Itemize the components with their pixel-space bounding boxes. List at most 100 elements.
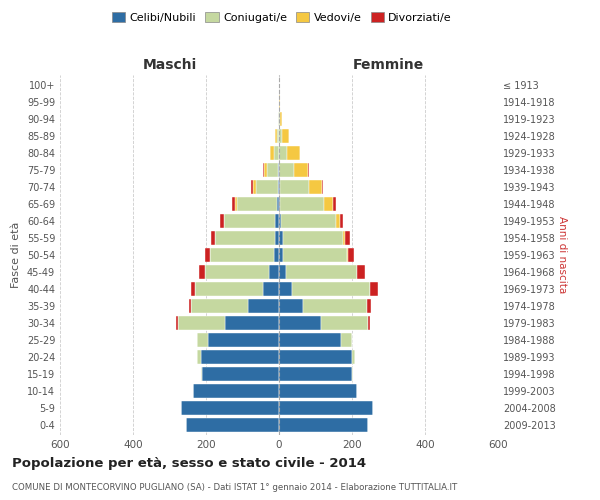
Bar xyxy=(208,333,279,347)
Bar xyxy=(209,248,274,262)
Bar xyxy=(279,163,293,177)
Bar xyxy=(263,282,279,296)
Y-axis label: Anni di nascita: Anni di nascita xyxy=(557,216,567,294)
Bar xyxy=(279,367,352,381)
Bar xyxy=(205,248,209,262)
Bar xyxy=(279,214,281,228)
Bar xyxy=(279,350,352,364)
Bar xyxy=(279,282,292,296)
Bar xyxy=(334,197,337,211)
Bar xyxy=(283,248,347,262)
Bar xyxy=(176,316,178,330)
Bar xyxy=(191,282,195,296)
Y-axis label: Fasce di età: Fasce di età xyxy=(11,222,21,288)
Bar xyxy=(292,282,370,296)
Bar xyxy=(308,163,309,177)
Bar xyxy=(191,299,248,313)
Text: Popolazione per età, sesso e stato civile - 2014: Popolazione per età, sesso e stato civil… xyxy=(12,458,366,470)
Bar xyxy=(278,180,279,194)
Bar xyxy=(279,180,280,194)
Bar xyxy=(199,265,205,279)
Bar xyxy=(225,316,279,330)
Bar xyxy=(256,180,278,194)
Bar xyxy=(232,197,235,211)
Bar xyxy=(193,384,279,398)
Text: COMUNE DI MONTECORVINO PUGLIANO (SA) - Dati ISTAT 1° gennaio 2014 - Elaborazione: COMUNE DI MONTECORVINO PUGLIANO (SA) - D… xyxy=(12,482,457,492)
Bar xyxy=(279,299,303,313)
Bar xyxy=(368,316,370,330)
Bar xyxy=(275,214,279,228)
Bar xyxy=(251,180,253,194)
Bar xyxy=(235,197,236,211)
Bar xyxy=(322,180,323,194)
Bar xyxy=(248,299,279,313)
Bar xyxy=(279,384,358,398)
Bar xyxy=(303,299,367,313)
Bar xyxy=(275,231,279,245)
Bar xyxy=(279,418,368,432)
Bar xyxy=(352,350,355,364)
Bar xyxy=(293,163,308,177)
Bar xyxy=(215,231,275,245)
Bar xyxy=(352,367,353,381)
Bar xyxy=(277,197,279,211)
Bar xyxy=(344,231,350,245)
Bar xyxy=(280,112,282,126)
Bar xyxy=(279,112,280,126)
Bar xyxy=(275,129,277,143)
Bar xyxy=(279,265,286,279)
Bar xyxy=(279,316,321,330)
Bar xyxy=(202,367,279,381)
Bar xyxy=(269,265,279,279)
Bar xyxy=(287,146,300,160)
Bar xyxy=(278,112,279,126)
Bar xyxy=(205,265,269,279)
Bar xyxy=(178,316,225,330)
Bar xyxy=(281,214,336,228)
Bar xyxy=(274,248,279,262)
Bar xyxy=(200,350,279,364)
Bar xyxy=(189,299,191,313)
Bar xyxy=(263,163,268,177)
Bar xyxy=(343,231,344,245)
Bar xyxy=(201,367,202,381)
Bar xyxy=(279,146,287,160)
Legend: Celibi/Nubili, Coniugati/e, Vedovi/e, Divorziati/e: Celibi/Nubili, Coniugati/e, Vedovi/e, Di… xyxy=(107,8,457,28)
Bar xyxy=(268,163,278,177)
Bar xyxy=(280,180,309,194)
Bar xyxy=(358,265,365,279)
Bar xyxy=(181,401,279,415)
Bar xyxy=(279,333,341,347)
Text: Maschi: Maschi xyxy=(142,58,197,71)
Bar xyxy=(277,129,279,143)
Bar xyxy=(279,248,283,262)
Bar xyxy=(197,350,200,364)
Bar xyxy=(211,231,215,245)
Bar xyxy=(321,316,368,330)
Bar xyxy=(324,197,334,211)
Bar xyxy=(280,197,324,211)
Bar xyxy=(270,146,274,160)
Bar xyxy=(279,129,282,143)
Bar xyxy=(236,197,277,211)
Bar xyxy=(186,418,279,432)
Bar xyxy=(336,214,340,228)
Text: Femmine: Femmine xyxy=(353,58,424,71)
Bar xyxy=(348,248,354,262)
Bar xyxy=(274,146,279,160)
Bar xyxy=(220,214,224,228)
Bar xyxy=(309,180,322,194)
Bar xyxy=(224,214,275,228)
Bar xyxy=(286,265,358,279)
Bar xyxy=(340,214,343,228)
Bar xyxy=(279,401,373,415)
Bar xyxy=(279,197,280,211)
Bar xyxy=(282,129,289,143)
Bar xyxy=(347,248,348,262)
Bar xyxy=(278,163,279,177)
Bar xyxy=(195,282,263,296)
Bar xyxy=(370,282,378,296)
Bar xyxy=(367,299,371,313)
Bar xyxy=(279,231,283,245)
Bar xyxy=(197,333,208,347)
